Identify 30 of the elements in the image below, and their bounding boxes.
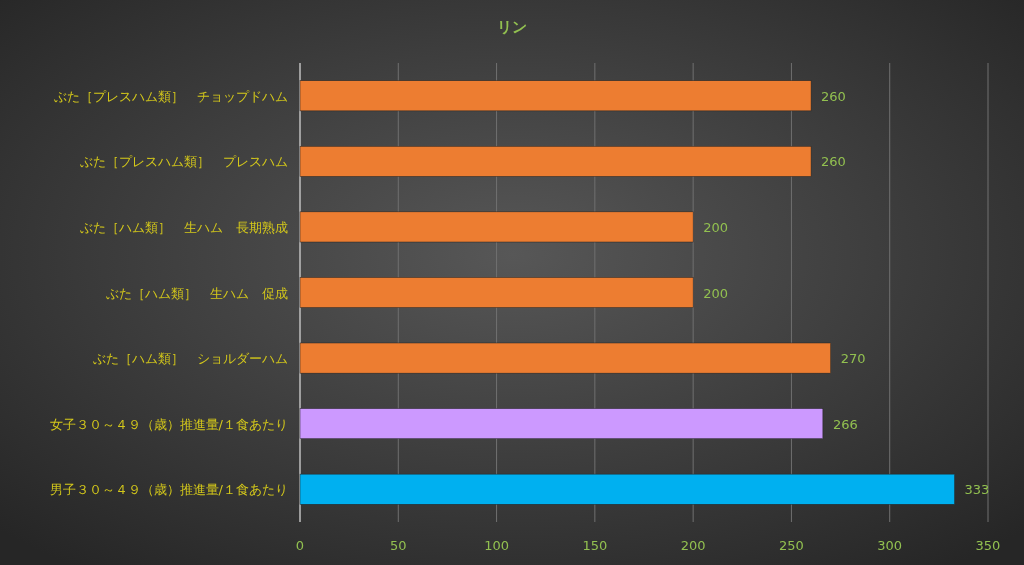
y-tick-label: ぶた［プレスハム類］ プレスハム <box>80 154 288 170</box>
x-tick-label: 0 <box>295 538 305 553</box>
x-tick-label: 100 <box>484 538 509 553</box>
x-tick-label: 200 <box>680 538 706 553</box>
bar <box>299 146 812 177</box>
data-label: 266 <box>832 416 858 432</box>
data-label: 260 <box>821 88 846 104</box>
chart-title: リン <box>497 18 527 36</box>
data-label: 270 <box>840 351 866 367</box>
bar <box>299 277 694 308</box>
y-tick-label: ぶた［ハム類］ 生ハム 長期熟成 <box>80 219 288 235</box>
y-tick-label: ぶた［プレスハム類］ チョップドハム <box>54 88 288 104</box>
data-label: 200 <box>703 219 728 235</box>
data-label: 333 <box>964 482 990 498</box>
x-tick-label: 300 <box>877 538 903 553</box>
x-tick-label: 350 <box>975 538 1001 553</box>
y-tick-label: ぶた［ハム類］ 生ハム 促成 <box>106 285 288 301</box>
bar <box>299 342 831 374</box>
bar <box>299 473 955 505</box>
data-label: 200 <box>703 285 728 301</box>
y-tick-label: ぶた［ハム類］ ショルダーハム <box>93 351 288 367</box>
x-tick-label: 250 <box>779 538 804 553</box>
x-tick-label: 50 <box>390 538 407 553</box>
bar <box>299 408 824 439</box>
data-label: 260 <box>821 154 846 170</box>
y-tick-label: 男子３０～４９（歳）推進量/１食あたり <box>49 482 288 498</box>
bar <box>299 211 694 243</box>
x-tick-label: 150 <box>582 538 608 553</box>
bar <box>299 80 812 112</box>
y-tick-label: 女子３０～４９（歳）推進量/１食あたり <box>49 416 288 432</box>
